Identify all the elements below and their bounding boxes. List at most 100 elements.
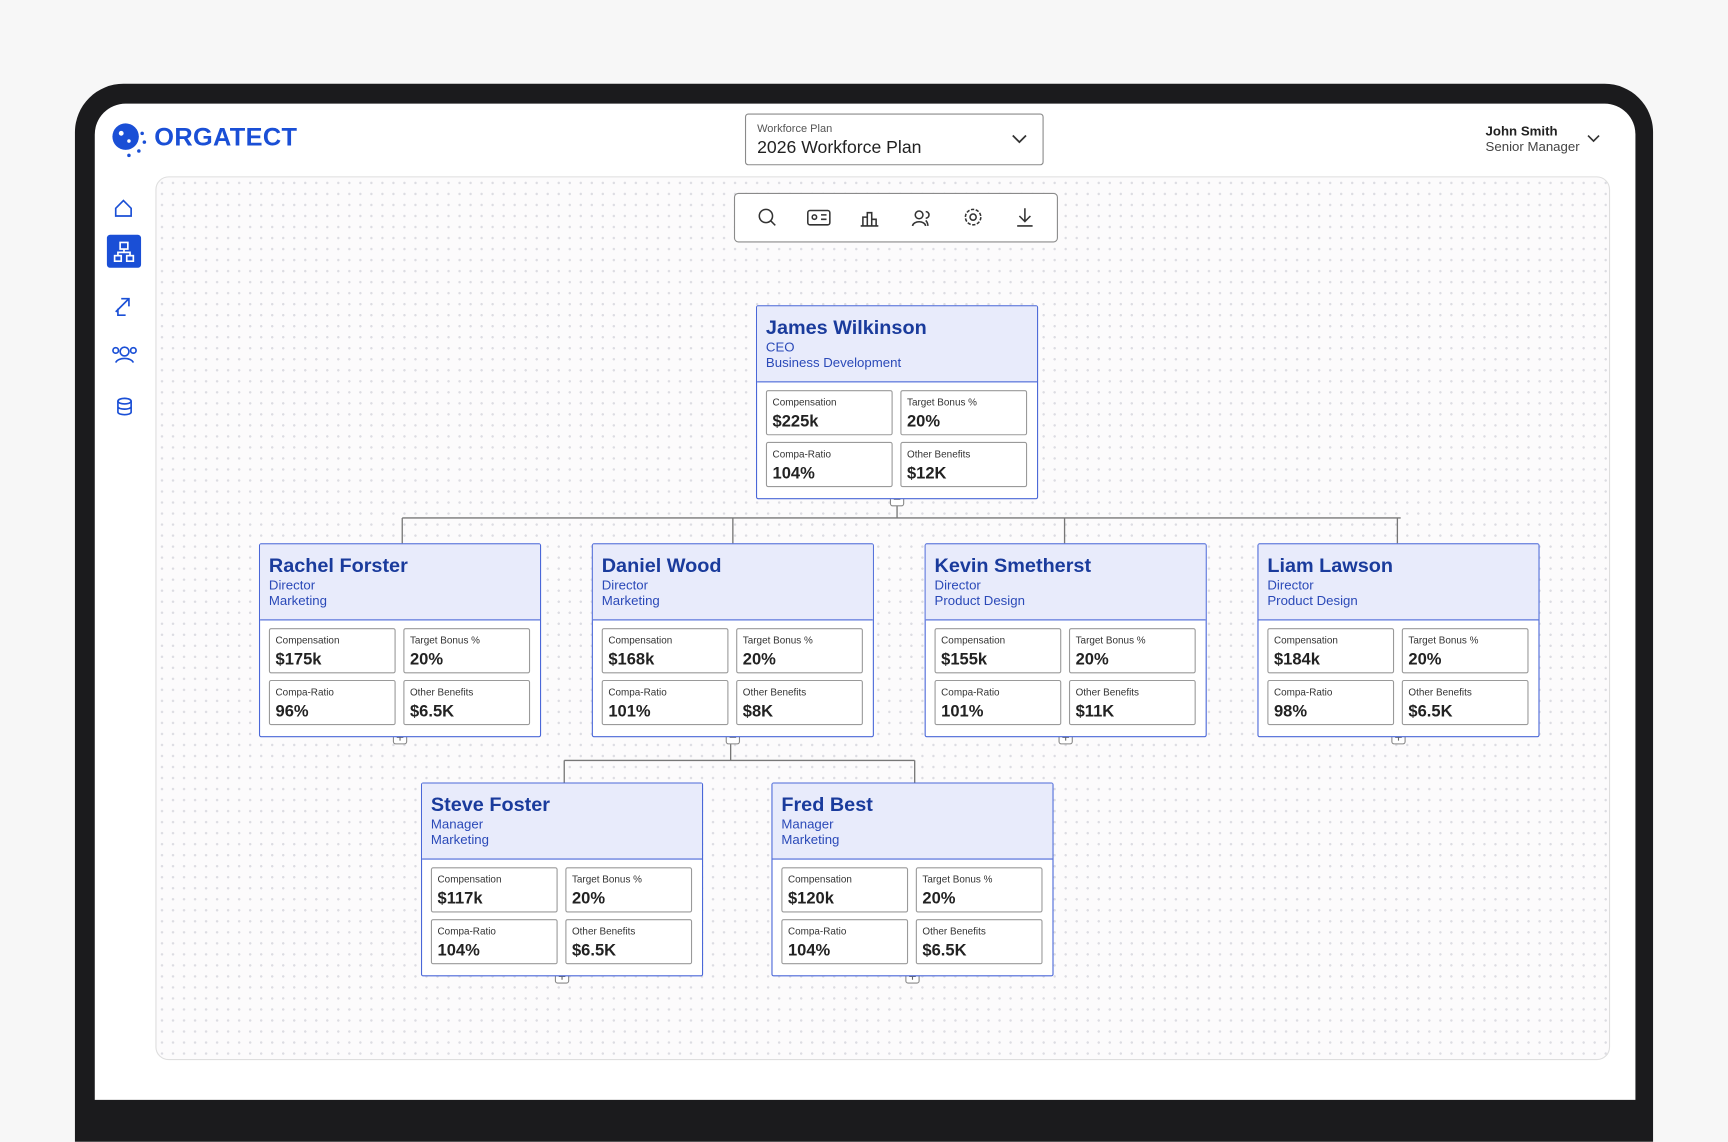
- metric-box: Target Bonus % 20%: [736, 628, 863, 674]
- metric-value: $155k: [941, 650, 988, 669]
- person-title: Director: [1267, 577, 1314, 593]
- person-card[interactable]: Rachel Forster Director Marketing Compensat…: [258, 543, 542, 738]
- metric-box: Target Bonus % 20%: [915, 867, 1043, 913]
- metric-box: Compensation $168k: [601, 628, 729, 674]
- person-department: Product Design: [934, 592, 1025, 609]
- metric-box: Other Benefits $8K: [736, 679, 863, 726]
- home-icon[interactable]: [114, 199, 132, 217]
- person-department: Marketing: [268, 592, 327, 609]
- metric-label: Compa-Ratio: [787, 925, 847, 937]
- metric-value: 96%: [275, 701, 309, 721]
- logo-icon: [112, 123, 147, 158]
- metric-value: $225k: [772, 412, 819, 431]
- card-header: Steve Foster Manager Marketing: [422, 783, 702, 860]
- metric-box: Compensation $120k: [781, 867, 909, 913]
- person-title: Director: [268, 577, 316, 593]
- metric-label: Target Bonus %: [906, 396, 978, 408]
- person-card[interactable]: Fred Best Manager Marketing Compensation $12…: [771, 782, 1054, 977]
- metric-box: Target Bonus % 20%: [1068, 628, 1196, 674]
- metric-label: Other Benefits: [906, 448, 971, 460]
- metric-label: Target Bonus %: [1408, 634, 1479, 646]
- metric-label: Compensation: [1273, 634, 1338, 646]
- metric-box: Other Benefits $6.5K: [915, 919, 1043, 965]
- metric-value: 20%: [1408, 650, 1442, 669]
- user-menu[interactable]: [1586, 133, 1601, 144]
- metric-box: Target Bonus % 20%: [1401, 628, 1529, 674]
- metric-value: $168k: [608, 650, 655, 669]
- metric-value: $6.5K: [409, 701, 455, 721]
- database-icon[interactable]: [117, 397, 132, 416]
- person-title: Manager: [781, 816, 834, 833]
- person-name: Rachel Forster: [268, 554, 408, 577]
- card-header: James Wilkinson CEO Business Development: [757, 306, 1038, 383]
- metric-value: $184k: [1273, 650, 1320, 669]
- metric-value: 101%: [608, 701, 651, 721]
- metric-value: 20%: [409, 650, 444, 669]
- metric-label: Other Benefits: [1408, 686, 1472, 698]
- metric-box: Compa-Ratio 104%: [781, 919, 909, 965]
- team-icon[interactable]: [112, 346, 137, 364]
- metric-label: Other Benefits: [571, 925, 636, 937]
- metric-value: 20%: [922, 889, 956, 909]
- person-card[interactable]: Steve Foster Manager Marketing Compensation…: [420, 782, 704, 977]
- metric-label: Compensation: [437, 873, 502, 885]
- people-button[interactable]: [911, 210, 930, 227]
- metric-box: Compa-Ratio 101%: [601, 679, 729, 726]
- metric-box: Target Bonus % 20%: [565, 867, 693, 913]
- metric-box: Compensation $184k: [1267, 628, 1395, 674]
- metric-box: Compa-Ratio 98%: [1267, 679, 1395, 726]
- metric-label: Compa-Ratio: [772, 448, 831, 460]
- person-department: Product Design: [1267, 592, 1358, 609]
- person-card[interactable]: Kevin Smetherst Director Product Design Com…: [924, 543, 1207, 738]
- sidebar: [106, 199, 142, 416]
- metric-label: Compensation: [608, 634, 673, 646]
- metric-label: Compa-Ratio: [275, 686, 334, 698]
- connector-line: [401, 497, 1401, 544]
- transfer-icon[interactable]: [115, 297, 130, 317]
- app-name: ORGATECT: [154, 122, 298, 151]
- metric-label: Compa-Ratio: [1273, 686, 1333, 698]
- person-name: Liam Lawson: [1267, 554, 1394, 577]
- card-header: Kevin Smetherst Director Product Design: [925, 544, 1206, 621]
- person-name: Steve Foster: [430, 793, 550, 816]
- download-button[interactable]: [1017, 208, 1033, 227]
- metric-value: 20%: [906, 412, 941, 431]
- metric-box: Compa-Ratio 104%: [765, 441, 893, 488]
- toolbar: [733, 192, 1058, 243]
- metric-label: Compensation: [772, 396, 837, 408]
- metric-value: $6.5K: [571, 941, 617, 960]
- metric-label: Other Benefits: [922, 925, 986, 937]
- metric-box: Other Benefits $11K: [1068, 679, 1196, 726]
- person-name: Fred Best: [781, 793, 873, 816]
- card-header: Liam Lawson Director Product Design: [1258, 544, 1539, 621]
- metric-value: $11K: [1075, 701, 1115, 721]
- metric-box: Compa-Ratio 104%: [430, 919, 558, 965]
- chart-button[interactable]: [860, 211, 879, 227]
- person-department: Marketing: [601, 592, 660, 609]
- metric-label: Target Bonus %: [409, 634, 480, 646]
- user-name: John Smith: [1485, 123, 1558, 139]
- settings-button[interactable]: [964, 208, 982, 226]
- chevron: [1012, 134, 1027, 144]
- search-button[interactable]: [758, 208, 776, 226]
- metric-box: Target Bonus % 20%: [900, 390, 1028, 436]
- metric-label: Other Benefits: [1075, 686, 1139, 698]
- profile-button[interactable]: [807, 209, 831, 226]
- person-card[interactable]: James Wilkinson CEO Business Development Co…: [755, 305, 1039, 500]
- plan-dropdown[interactable]: Workforce Plan 2026 Workforce Plan: [744, 113, 1044, 166]
- person-name: James Wilkinson: [765, 316, 927, 339]
- person-title: Manager: [430, 816, 484, 833]
- person-department: Marketing: [781, 832, 840, 848]
- metric-value: 101%: [941, 701, 984, 721]
- user-role: Senior Manager: [1485, 138, 1580, 155]
- metric-box: Other Benefits $6.5K: [403, 679, 531, 726]
- metric-label: Target Bonus %: [922, 873, 993, 885]
- person-card[interactable]: Daniel Wood Director Marketing Compensation…: [591, 543, 874, 738]
- card-header: Fred Best Manager Marketing: [772, 783, 1053, 860]
- person-name: Daniel Wood: [601, 554, 722, 577]
- person-department: Marketing: [430, 832, 489, 848]
- plan-label: Workforce Plan: [757, 123, 833, 136]
- metric-label: Compensation: [941, 634, 1006, 646]
- person-card[interactable]: Liam Lawson Director Product Design Compens…: [1257, 543, 1540, 738]
